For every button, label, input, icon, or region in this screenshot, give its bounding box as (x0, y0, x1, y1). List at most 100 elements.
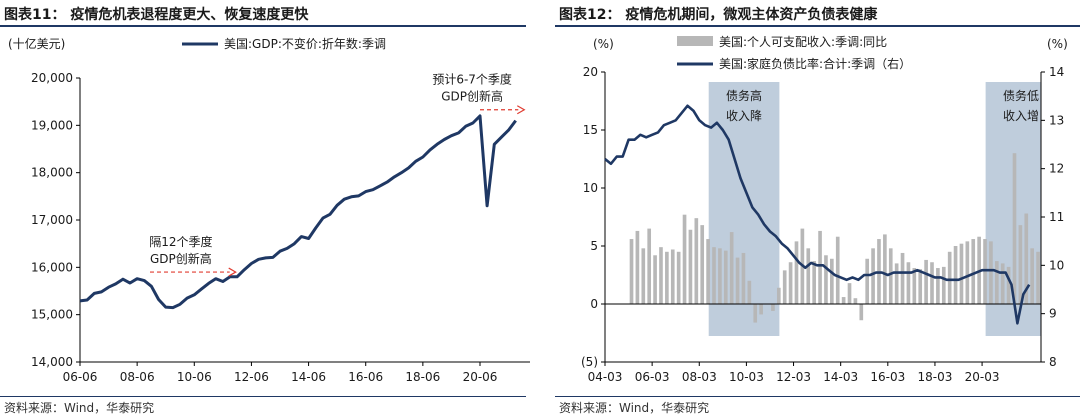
legend-swatch (677, 36, 713, 46)
x-tick-label: 18-06 (405, 370, 440, 384)
income-bar (865, 258, 870, 304)
annotation-arrow-head (228, 267, 237, 277)
right-y-tick-label: 13 (1049, 113, 1064, 127)
x-tick-label: 20-06 (463, 370, 498, 384)
income-bar (953, 246, 958, 304)
income-debt-chart: (%) (%) 美国:个人可支配收入:季调:同比美国:家庭负债比率:合计:季调（右）… (581, 35, 1068, 384)
income-bar (741, 252, 746, 304)
income-bar (812, 261, 816, 304)
income-bar (659, 247, 663, 304)
right-y-tick-label: 11 (1049, 210, 1064, 224)
income-bar (841, 297, 846, 304)
income-bar (1006, 266, 1011, 304)
source-divider (555, 396, 1080, 397)
income-bar (782, 270, 787, 304)
right-chart-panel: 图表12： 疫情危机期间，微观主体资产负债表健康 (%) (%) 美国:个人可支配收… (555, 0, 1080, 416)
income-bar (1012, 153, 1017, 304)
income-bar (847, 283, 852, 304)
x-tick-label: 06-03 (635, 370, 670, 384)
income-bar (635, 230, 640, 304)
y-tick-label: 20 (583, 65, 598, 79)
income-bar (735, 257, 740, 304)
income-bar (930, 262, 934, 304)
period-label: 债务低 (1003, 88, 1039, 103)
income-bar (994, 261, 999, 304)
period-label: 收入降 (726, 109, 762, 123)
income-bar (924, 259, 928, 304)
income-bar (653, 255, 657, 304)
income-bar (753, 304, 758, 323)
x-tick-label: 10-03 (729, 370, 764, 384)
income-bar (647, 228, 652, 304)
y-tick-label: 15 (583, 123, 598, 137)
right-y-tick-label: 10 (1049, 258, 1064, 272)
y-tick-label: 20,000 (31, 71, 73, 85)
income-bar (1000, 263, 1005, 304)
x-tick-label: 20-03 (965, 370, 1000, 384)
x-tick-label: 12-06 (234, 370, 269, 384)
income-bar (706, 239, 710, 304)
income-bar (883, 234, 887, 304)
y-tick-label: 10 (583, 181, 598, 195)
income-bar (788, 262, 793, 304)
source-note: 资料来源：Wind，华泰研究 (4, 401, 155, 415)
income-bar (723, 250, 728, 304)
period-label: 债务高 (726, 88, 762, 103)
x-tick-label: 06-06 (63, 370, 98, 384)
right-y-tick-label: 12 (1049, 162, 1064, 176)
chart-title: 图表11： 疫情危机表退程度更大、恢复速度更快 (4, 7, 309, 23)
x-tick-label: 16-03 (870, 370, 905, 384)
x-tick-label: 08-06 (120, 370, 155, 384)
income-bar (771, 304, 775, 311)
y-tick-label: 14,000 (31, 355, 73, 369)
income-bar (682, 214, 687, 304)
legend-label: 美国:个人可支配收入:季调:同比 (719, 35, 887, 49)
title-divider (555, 25, 1080, 27)
income-bar (676, 251, 681, 304)
income-bar (835, 236, 840, 304)
income-bar (989, 241, 993, 304)
right-y-tick-label: 9 (1049, 307, 1057, 321)
x-tick-label: 08-03 (682, 370, 717, 384)
annotation-label: GDP创新高 (441, 89, 503, 104)
debt-ratio-line (604, 104, 1031, 325)
y-tick-label: 19,000 (31, 118, 73, 132)
income-bar (959, 243, 964, 304)
period-label: 收入增 (1003, 109, 1039, 123)
income-bar (918, 269, 923, 304)
income-bar (712, 247, 716, 304)
income-bar (824, 255, 828, 304)
chart-title: 图表12： 疫情危机期间，微观主体资产负债表健康 (559, 7, 878, 23)
income-bar (906, 262, 911, 304)
income-bar (1018, 225, 1023, 304)
x-tick-label: 14-03 (823, 370, 858, 384)
income-bar (965, 241, 970, 304)
income-bar (1036, 251, 1040, 304)
income-bar (871, 248, 875, 304)
y-tick-label: 0 (590, 297, 598, 311)
income-bar (729, 232, 734, 304)
income-bar (830, 258, 834, 304)
gdp-series-line (79, 114, 517, 310)
title-divider (0, 25, 526, 27)
x-tick-label: 16-06 (348, 370, 383, 384)
gdp-line-chart: (十亿美元) 美国:GDP:不变价:折年数:季调 14,000 15,000 16,00… (8, 36, 530, 384)
income-bar (641, 248, 646, 304)
income-bar (806, 248, 811, 304)
x-tick-label: 18-03 (918, 370, 953, 384)
y-tick-label: 5 (590, 239, 598, 253)
income-bar (900, 252, 905, 304)
y-tick-label: 15,000 (31, 308, 73, 322)
y-tick-label: 16,000 (31, 260, 73, 274)
annotation-label: 预计6-7个季度 (432, 72, 512, 87)
income-bar (818, 230, 822, 304)
income-bar (747, 280, 752, 304)
income-bar (1030, 248, 1034, 304)
income-bar (665, 251, 669, 304)
annotation-arrow-head (516, 105, 526, 115)
legend-label: 美国:GDP:不变价:折年数:季调 (224, 36, 386, 51)
x-tick-label: 12-03 (776, 370, 811, 384)
source-divider (0, 396, 526, 397)
income-bar (853, 298, 858, 304)
x-tick-label: 14-06 (291, 370, 326, 384)
